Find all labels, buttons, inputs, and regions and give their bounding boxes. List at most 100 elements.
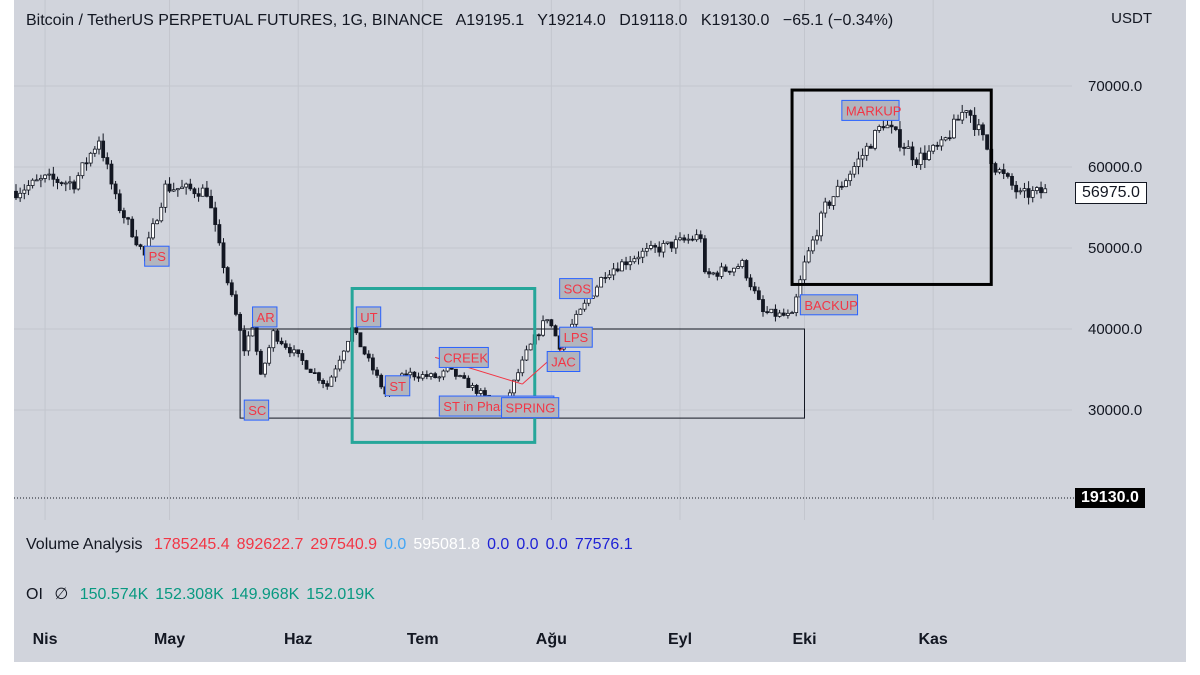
candle-body [346,340,350,352]
chart-frame: 70000.0 60000.0 50000.0 40000.0 30000.0 PS SC A… [14,0,1186,662]
annotation-box[interactable] [841,99,900,121]
symbol-name[interactable]: Bitcoin / TetherUS PERPETUAL FUTURES, 1G… [26,12,444,29]
candle-body [483,390,487,396]
candle-body [55,178,60,183]
candle-body [922,152,927,161]
volume-analysis-row[interactable]: Volume Analysis 1785245.4 892622.7 297540.… [26,536,647,554]
annotation-box[interactable] [501,397,560,419]
oi-value: 152.019K [306,586,375,603]
annotation-label[interactable]: LPS [564,330,589,345]
candle-body [254,327,259,352]
candle-body [690,238,695,241]
candle-body [644,248,649,252]
last-price-tag: 19130.0 [1075,488,1145,508]
candle-body [362,346,367,355]
annotation-box[interactable] [559,326,593,348]
candle-body [703,238,707,273]
candle-body [786,312,790,316]
candle-body [528,343,533,351]
markup-box [790,88,993,286]
candle-body [300,353,305,361]
candle-body [416,376,421,379]
price-chart-svg[interactable]: 70000.0 60000.0 50000.0 40000.0 30000.0 PS SC A… [14,0,1186,520]
volume-analysis-values: 1785245.4 892622.7 297540.9 0.0 595081.8 0.0 0… [154,536,640,553]
candle-body [723,266,728,272]
volume-analysis-value: 0.0 [487,536,510,553]
annotation-box[interactable] [252,306,278,328]
candle-body [997,169,1002,173]
candle-body [848,173,853,182]
annotation-label[interactable]: SC [248,403,266,418]
annotation-box[interactable] [384,375,411,397]
candle-body [238,313,243,331]
annotation-label[interactable]: SPRING [506,401,556,416]
candle-body [117,193,122,212]
candle-body [686,238,691,241]
candle-body [624,261,628,266]
annotation-label[interactable]: AR [257,310,275,325]
candle-body [250,327,255,337]
annotation-label[interactable]: PS [149,249,167,264]
candle-body [873,130,877,149]
annotation-box[interactable] [438,346,489,368]
candle-body [611,268,616,276]
candle-body [719,266,724,277]
candle-body [657,246,662,253]
annotation-box[interactable] [243,399,270,421]
candle-body [869,145,873,149]
candle-body [188,183,193,190]
candle-body [225,267,230,284]
candle-body [200,187,205,197]
candle-body [341,350,346,361]
annotation-label[interactable]: SOS [564,282,592,297]
candle-body [59,182,64,185]
oi-row[interactable]: OI ∅ 150.574K 152.308K 149.968K 152.019K [26,584,389,604]
candle-body [113,183,118,195]
annotation-box[interactable] [355,306,382,328]
candle-body [781,312,786,316]
time-axis-label: Kas [918,631,948,648]
candle-body [109,163,114,185]
annotation-label[interactable]: MARKUP [846,103,902,118]
candle-body [694,234,699,241]
annotation-box[interactable] [144,245,170,267]
candle-body [877,126,882,131]
candle-body [939,139,944,147]
annotation-label[interactable]: UT [360,310,377,325]
annotation-label[interactable]: ST [389,379,406,394]
volume-analysis-value: 1785245.4 [153,536,230,553]
chart-area[interactable]: 70000.0 60000.0 50000.0 40000.0 30000.0 PS SC A… [14,0,1186,520]
candle-body [271,330,276,349]
annotation-label[interactable]: JAC [551,355,576,370]
candle-body [553,325,558,337]
candle-body [682,237,687,241]
candle-body [92,148,97,154]
candle-body [537,334,541,337]
volume-analysis-value: 0.0 [516,536,539,553]
candle-body [802,261,807,281]
candle-body [80,162,85,177]
candle-body [14,190,18,199]
candle-body [474,385,479,394]
candle-body [366,353,371,359]
annotation-box[interactable] [546,351,581,372]
candle-body [163,183,168,208]
candle-body [370,357,375,371]
annotation-label[interactable]: BACKUP [804,298,857,313]
candle-body [267,347,272,364]
candle-body [665,241,670,244]
candle-body [429,373,433,377]
candle-body [856,158,861,167]
annotation-box[interactable] [799,294,859,316]
phase-b-box [350,287,537,444]
candle-body [636,256,641,260]
candle-body [976,124,981,130]
candle-body [769,308,774,314]
annotation-box[interactable] [559,278,593,300]
annotation-label[interactable]: CREEK [443,350,488,365]
candle-body [902,146,906,149]
candle-body [43,174,47,179]
candle-body [304,360,309,370]
candle-body [910,146,915,161]
candle-body [196,193,201,197]
